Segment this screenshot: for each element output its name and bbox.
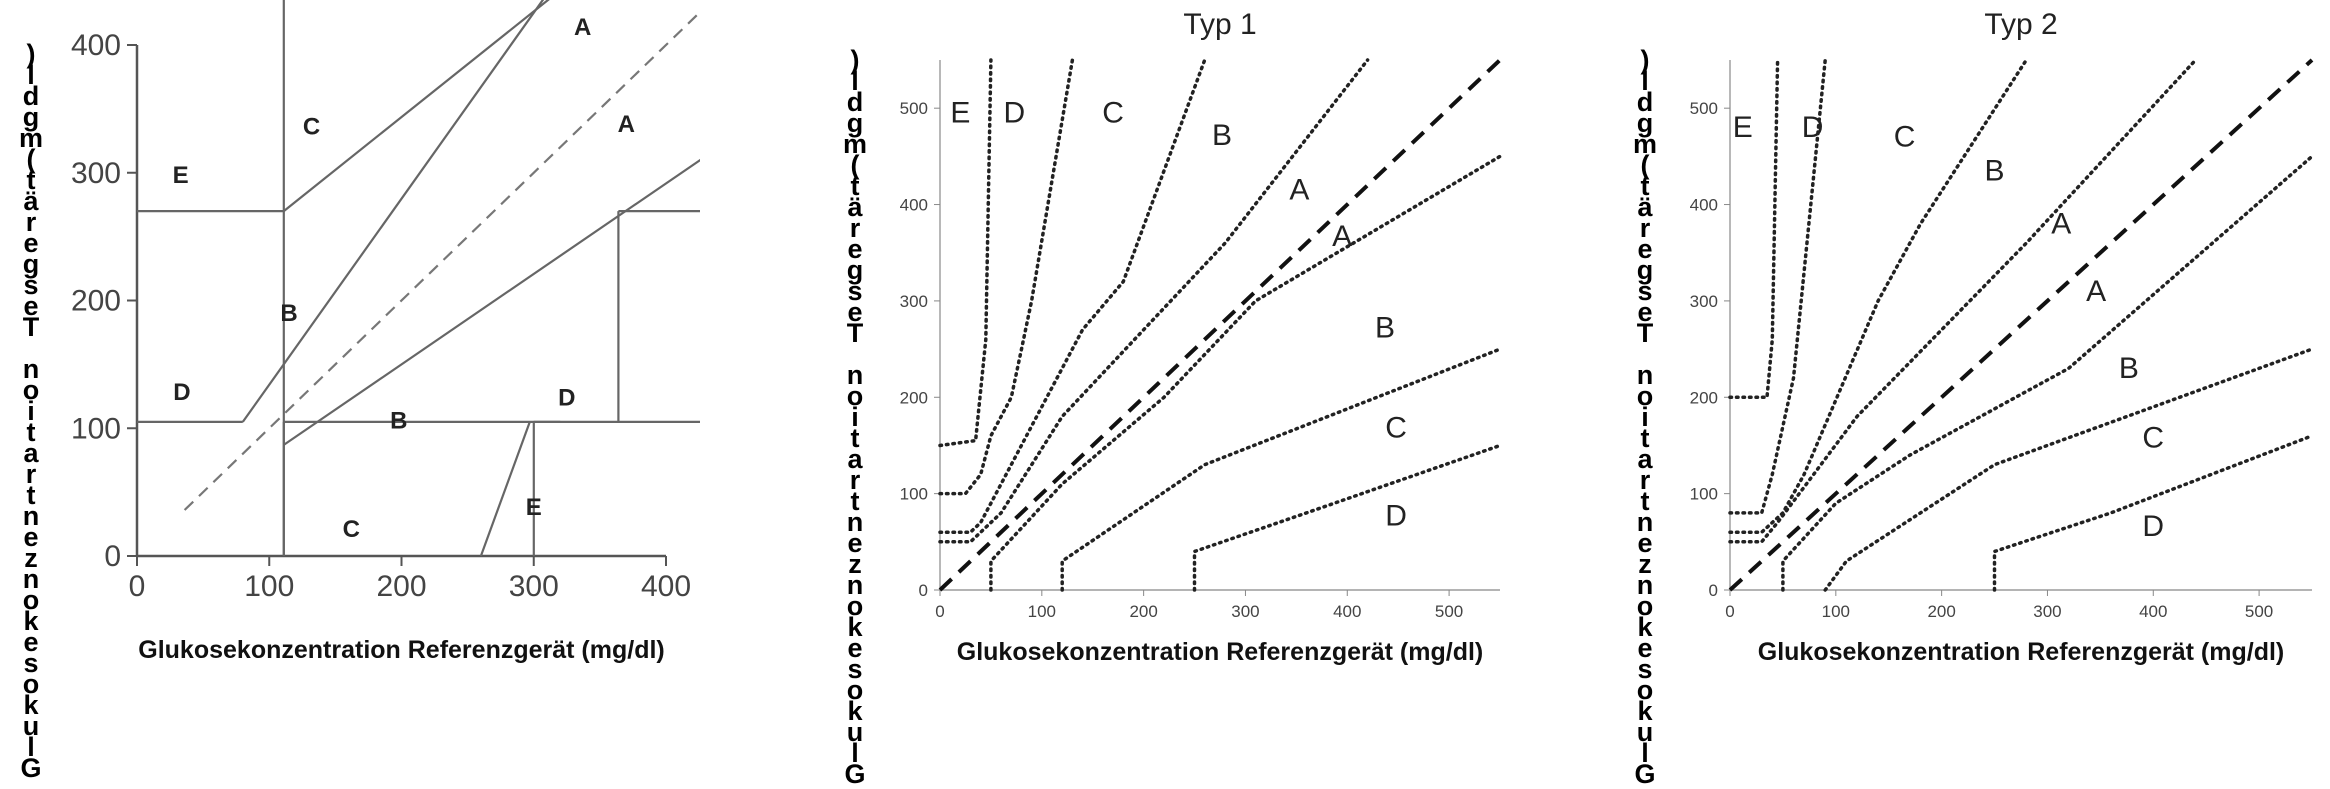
chart-title: Typ 2 (1984, 8, 2057, 41)
zone-boundary-line (1992, 434, 2314, 592)
y-axis-title: ) l d g m ( t ä r e g s e T n o i t a r … (842, 45, 867, 789)
y-tick-label: 200 (1690, 388, 1718, 407)
x-axis-title: Glukosekonzentration Referenzgerät (mg/d… (1758, 638, 2284, 666)
zone-label: A (1289, 174, 1309, 207)
zone-label: C (1894, 121, 1916, 154)
zone-boundary-line (1728, 58, 1780, 400)
y-tick-label: 300 (900, 292, 928, 311)
chart-svg: Typ 2 0 100 200 300 400 500 0 100 200 300 400 500 E D C… (1690, 8, 2314, 666)
zone-label: D (1385, 499, 1407, 532)
panel-2: ) l d g m ( t ä r e g s e T n o i t a r … (800, 0, 1520, 788)
x-tick-label: 200 (376, 570, 426, 603)
zone-label: D (2142, 510, 2164, 543)
y-tick-label: 300 (71, 157, 121, 190)
y-tick-label: 400 (900, 196, 928, 215)
zone-label: E (526, 494, 542, 521)
identity-line (1728, 58, 2314, 592)
y-tick-label: 0 (919, 581, 928, 600)
chart-svg: 0 100 200 300 400 0 100 200 300 400 A A B B C C D D E E Gluk… (71, 0, 700, 664)
zone-boundary-line (1823, 347, 2314, 592)
y-tick-label: 0 (104, 540, 121, 573)
x-axis-title: Glukosekonzentration Referenzgerät (mg/d… (957, 638, 1483, 666)
zone-boundary-line (1192, 443, 1502, 592)
zone-label: A (574, 14, 591, 41)
y-tick-label: 100 (71, 412, 121, 445)
zone-boundary-line (479, 421, 531, 557)
zone-label: D (173, 379, 190, 406)
y-tick-label: 100 (1690, 485, 1718, 504)
zone-label: A (2051, 207, 2071, 240)
zone-label: D (1003, 97, 1025, 130)
zone-boundary-line (1060, 347, 1502, 592)
y-tick-label: 200 (71, 285, 121, 318)
zone-boundary-line (1728, 58, 2198, 544)
zone-label: A (1332, 220, 1352, 253)
zone-boundary-line (1728, 58, 2029, 534)
zone-boundary-line (1728, 58, 1827, 515)
zone-boundary-line (938, 58, 1075, 496)
zone-boundary-line (283, 158, 700, 446)
zone-label: D (1802, 111, 1824, 144)
zone-label: C (1385, 412, 1407, 445)
zone-label: A (618, 111, 635, 138)
zone-label: B (390, 407, 407, 434)
chart-title: Typ 1 (1183, 8, 1256, 41)
x-tick-label: 400 (1333, 602, 1361, 621)
identity-line (183, 10, 700, 511)
y-tick-label: 400 (1690, 196, 1718, 215)
x-tick-label: 400 (641, 570, 691, 603)
x-tick-label: 300 (2033, 602, 2061, 621)
y-tick-label: 100 (900, 485, 928, 504)
y-tick-label: 200 (900, 388, 928, 407)
zone-label: B (2119, 352, 2139, 385)
zone-label: E (950, 97, 970, 130)
panel-1: ) l d g m ( t ä r e g s e T n o i t a r … (0, 0, 700, 782)
x-tick-label: 500 (1435, 602, 1463, 621)
x-tick-label: 0 (1725, 602, 1734, 621)
zone-boundary-line (241, 0, 545, 423)
y-axis-title: ) l d g m ( t ä r e g s e T n o i t a r … (1632, 45, 1657, 789)
zone-label: B (1212, 119, 1232, 152)
y-tick-label: 0 (1709, 581, 1718, 600)
zone-boundary-line (938, 58, 1207, 534)
x-tick-label: 300 (509, 570, 559, 603)
y-tick-label: 500 (900, 99, 928, 118)
y-tick-label: 300 (1690, 292, 1718, 311)
zone-boundary-line (938, 58, 1370, 544)
zone-boundary-line (989, 154, 1502, 592)
x-tick-label: 100 (1028, 602, 1056, 621)
x-tick-label: 100 (1822, 602, 1850, 621)
zone-label: C (2142, 421, 2164, 454)
x-tick-label: 100 (244, 570, 294, 603)
zone-boundary-line (283, 0, 550, 212)
x-tick-label: 500 (2245, 602, 2273, 621)
zone-label: E (173, 162, 189, 189)
zone-label: B (280, 300, 297, 327)
y-tick-label: 500 (1690, 99, 1718, 118)
x-tick-label: 200 (1129, 602, 1157, 621)
zone-label: E (1733, 111, 1753, 144)
zone-label: B (1985, 154, 2005, 187)
zone-boundary-line (1781, 154, 2314, 592)
zone-label: C (343, 516, 360, 543)
zone-label: C (1102, 97, 1124, 130)
x-tick-label: 0 (935, 602, 944, 621)
zone-label: B (1375, 312, 1395, 345)
panel-3: ) l d g m ( t ä r e g s e T n o i t a r … (1590, 0, 2330, 788)
x-axis-title: Glukosekonzentration Referenzgerät (mg/d… (138, 636, 664, 664)
x-tick-label: 400 (2139, 602, 2167, 621)
y-axis-title: ) l d g m ( t ä r e g s e T n o i t a r … (18, 39, 43, 783)
x-tick-label: 200 (1927, 602, 1955, 621)
x-tick-label: 300 (1231, 602, 1259, 621)
y-tick-label: 400 (71, 29, 121, 62)
zone-label: D (558, 384, 575, 411)
x-tick-label: 0 (129, 570, 146, 603)
zone-label: C (303, 113, 320, 140)
zone-boundary-line (938, 58, 993, 448)
zone-label: A (2086, 275, 2106, 308)
